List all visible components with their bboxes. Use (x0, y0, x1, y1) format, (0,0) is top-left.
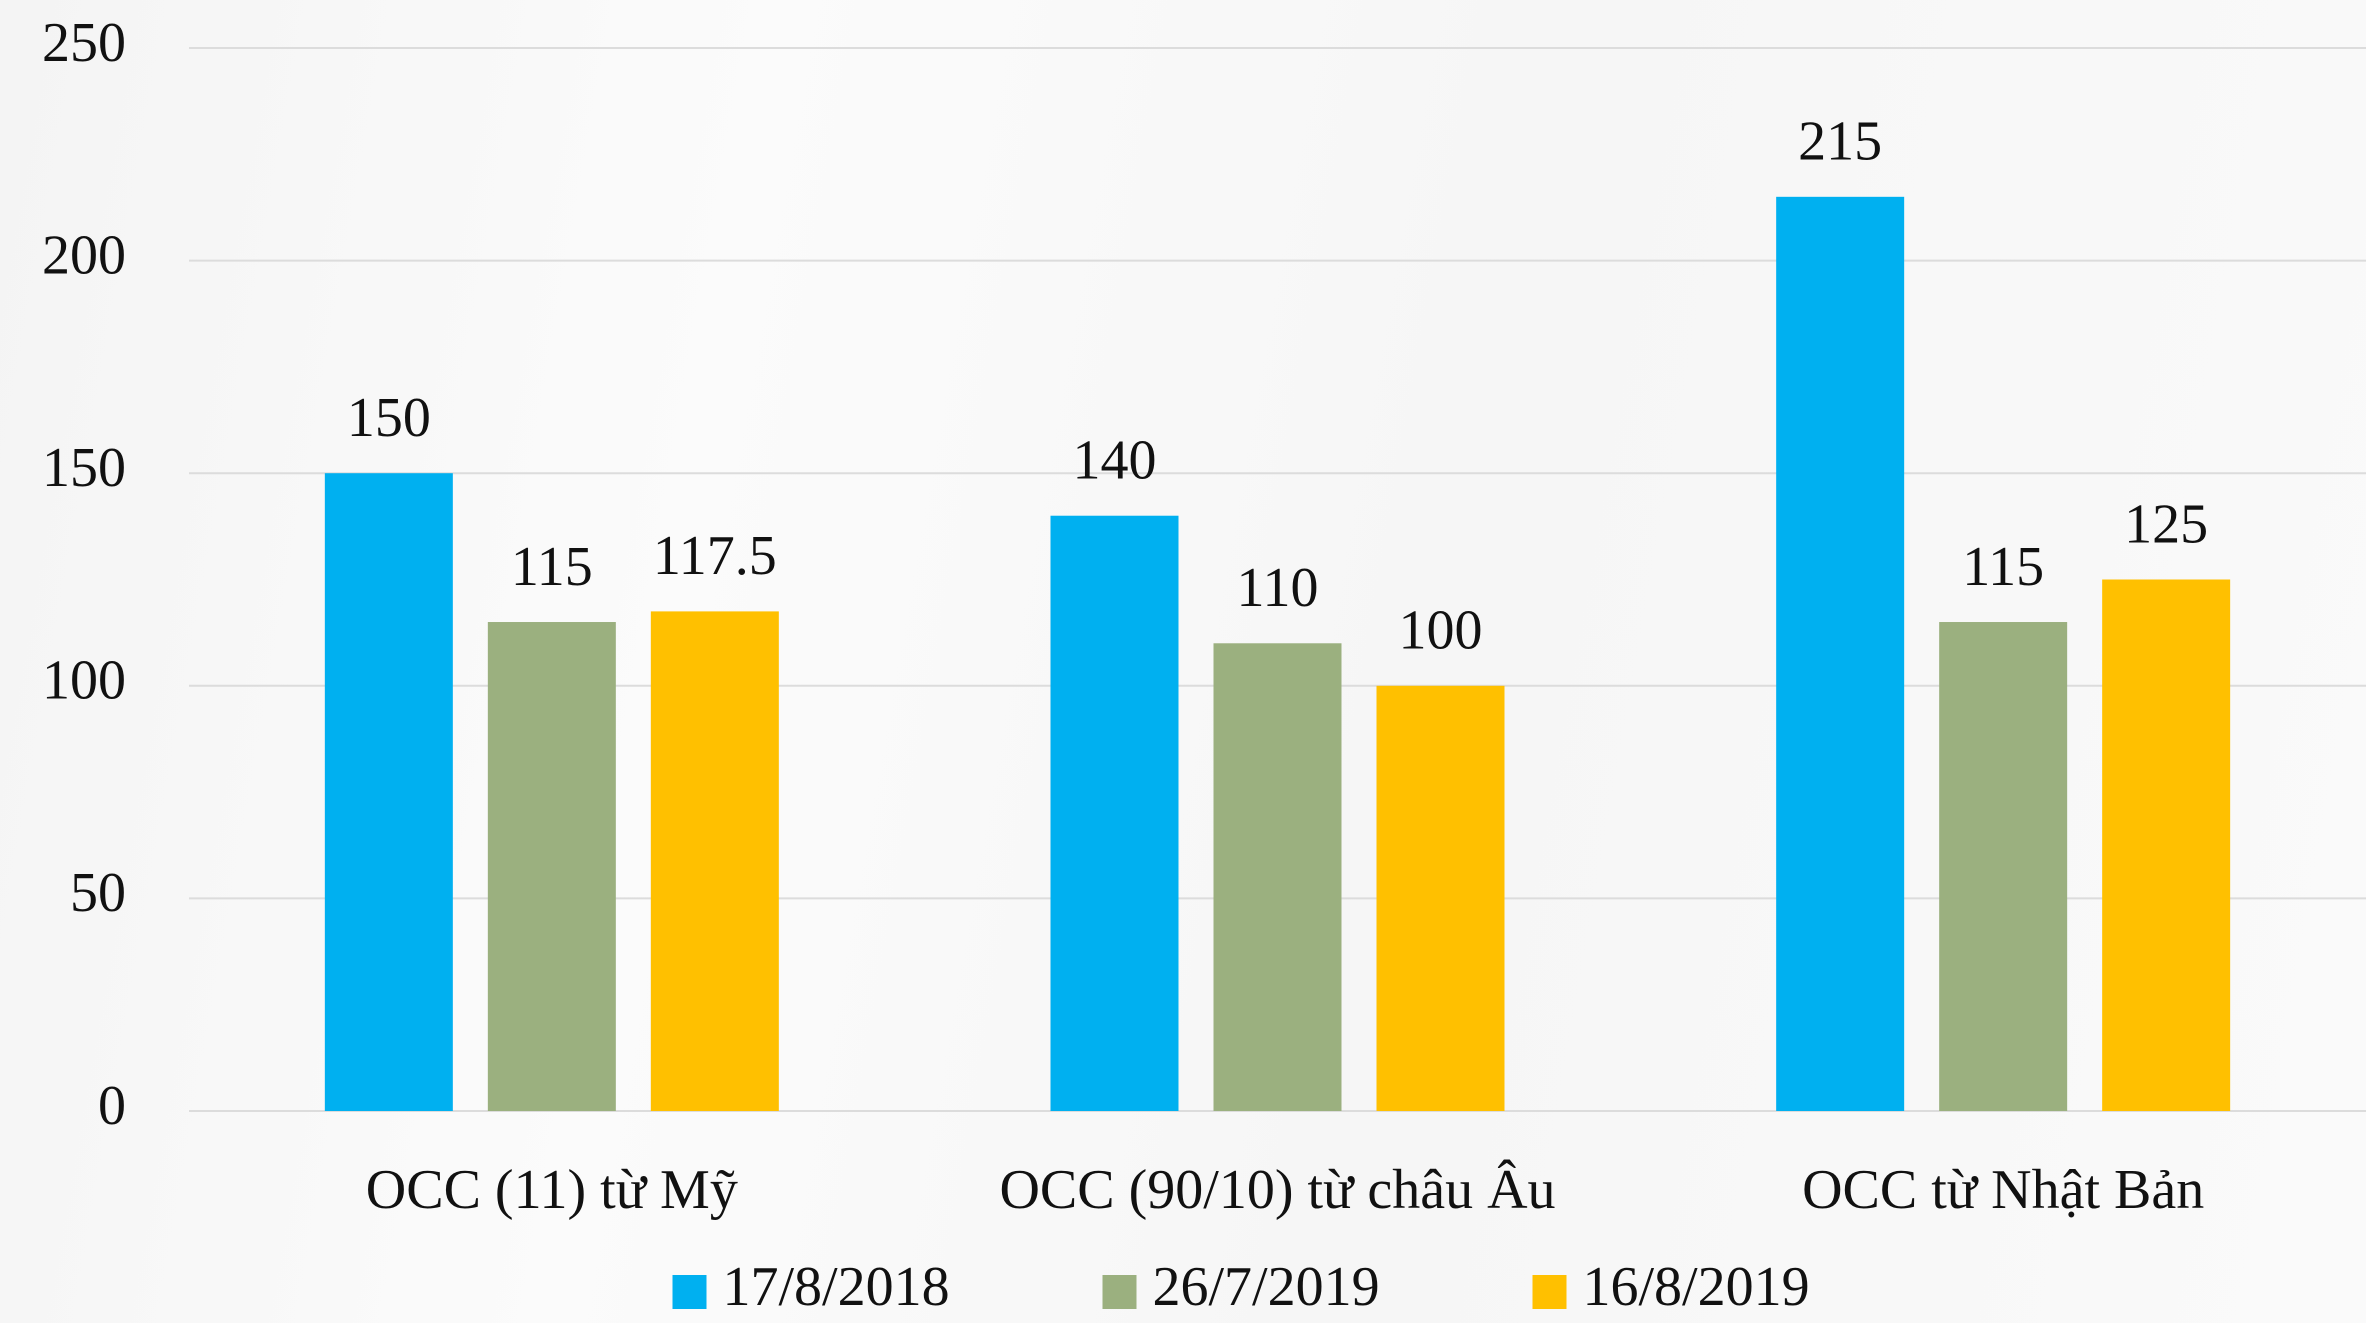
legend-label: 17/8/2018 (723, 1256, 950, 1318)
bar (1213, 643, 1342, 1111)
bar (1376, 685, 1505, 1111)
bar (2102, 579, 2231, 1111)
data-label: 125 (2124, 493, 2208, 555)
bar (1939, 622, 2068, 1111)
legend-label: 26/7/2019 (1153, 1256, 1380, 1318)
y-tick-label: 150 (42, 437, 126, 499)
legend-swatch (672, 1275, 707, 1309)
y-tick-label: 200 (42, 224, 126, 286)
data-label: 140 (1073, 430, 1157, 492)
bar (487, 622, 616, 1111)
y-tick-label: 0 (98, 1075, 126, 1137)
legend-swatch (1102, 1275, 1137, 1309)
y-tick-label: 50 (70, 862, 126, 924)
data-label: 110 (1237, 557, 1319, 619)
legend-label: 16/8/2019 (1583, 1256, 1810, 1318)
data-label: 115 (511, 536, 593, 598)
data-label: 100 (1399, 600, 1483, 662)
bar (1050, 515, 1179, 1111)
data-label: 117.5 (653, 525, 777, 587)
legend-swatch (1532, 1275, 1567, 1309)
y-tick-label: 250 (42, 12, 126, 74)
x-tick-label: OCC từ Nhật Bản (1802, 1159, 2204, 1221)
bar (324, 473, 453, 1111)
data-label: 115 (1962, 536, 2044, 598)
bar (1776, 196, 1905, 1111)
y-tick-label: 100 (42, 650, 126, 712)
bar (650, 611, 779, 1111)
x-tick-label: OCC (90/10) từ châu Âu (999, 1159, 1555, 1221)
x-tick-label: OCC (11) từ Mỹ (366, 1159, 738, 1221)
data-label: 150 (347, 387, 431, 449)
data-label: 215 (1798, 111, 1882, 173)
